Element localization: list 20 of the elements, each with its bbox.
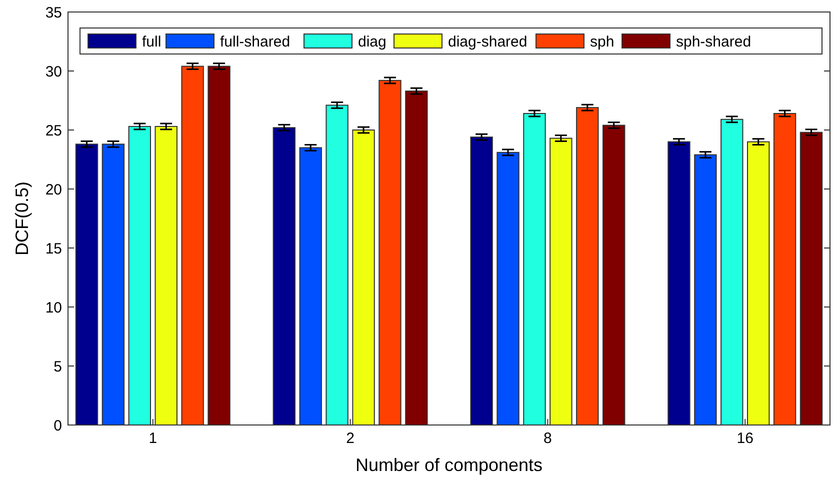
y-tick-label: 5 [54,358,62,376]
x-tick-label: 1 [148,430,158,447]
y-tick-label: 20 [45,181,62,198]
y-tick-label: 30 [45,63,62,80]
legend-label: full-shared [220,33,290,50]
y-tick-label: 35 [45,4,62,22]
y-tick-label: 0 [54,417,62,434]
legend-label: diag [358,33,386,50]
y-tick-label: 10 [45,299,62,316]
legend-label: sph [590,33,614,50]
legend-label: full [142,33,162,50]
x-tick-label: 2 [346,430,354,447]
y-tick-label: 25 [45,122,62,140]
legend-label: sph-shared [676,33,752,50]
y-axis-title: DCF(0.5) [12,181,32,256]
legend-label: diag-shared [448,33,528,50]
y-tick-label: 15 [45,240,62,258]
x-tick-label: 16 [736,430,754,447]
x-tick-label: 8 [544,430,552,447]
x-axis-title: Number of components [355,455,543,475]
